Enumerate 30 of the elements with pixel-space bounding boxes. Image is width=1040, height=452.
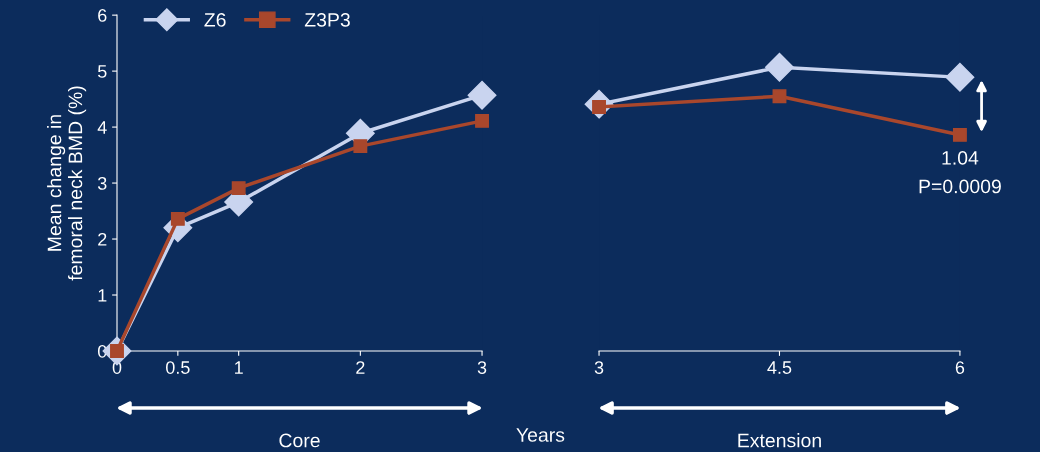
x-tick-label: 2: [356, 361, 365, 374]
y-tick-label: 3: [97, 176, 107, 190]
x-tick-label: 6: [955, 361, 965, 374]
y-tick-label: 6: [98, 9, 107, 22]
y-tick-label: 5: [97, 65, 107, 78]
point: [945, 62, 975, 92]
x-axis-title: Core: [279, 433, 320, 448]
point: [475, 113, 489, 128]
text: Years: [516, 428, 565, 442]
annotation: P=0.0009: [919, 179, 1001, 194]
y-tick-label: 1: [98, 289, 107, 302]
legend-label: Z6: [204, 13, 226, 27]
point: [467, 80, 497, 110]
y-tick-label: 2: [98, 232, 107, 246]
point: [952, 127, 967, 142]
annotation: 1.04: [942, 151, 979, 165]
point: [772, 89, 787, 104]
y-tick-label: 4: [97, 121, 107, 134]
x-tick-label: 4.5: [767, 361, 792, 374]
x-tick-label: 1: [235, 361, 243, 374]
point: [231, 181, 246, 196]
point: [170, 211, 185, 226]
x-tick-label: 0.5: [166, 361, 190, 374]
legend-label: Z3P3: [304, 13, 350, 27]
point: [353, 139, 368, 154]
point: [765, 52, 794, 82]
x-tick-label: 3: [477, 361, 487, 374]
y-axis-title: Mean change in femoral neck BMD (%): [47, 86, 87, 281]
x-tick-label: 3: [594, 361, 604, 374]
x-axis-title: Extension: [738, 433, 821, 448]
